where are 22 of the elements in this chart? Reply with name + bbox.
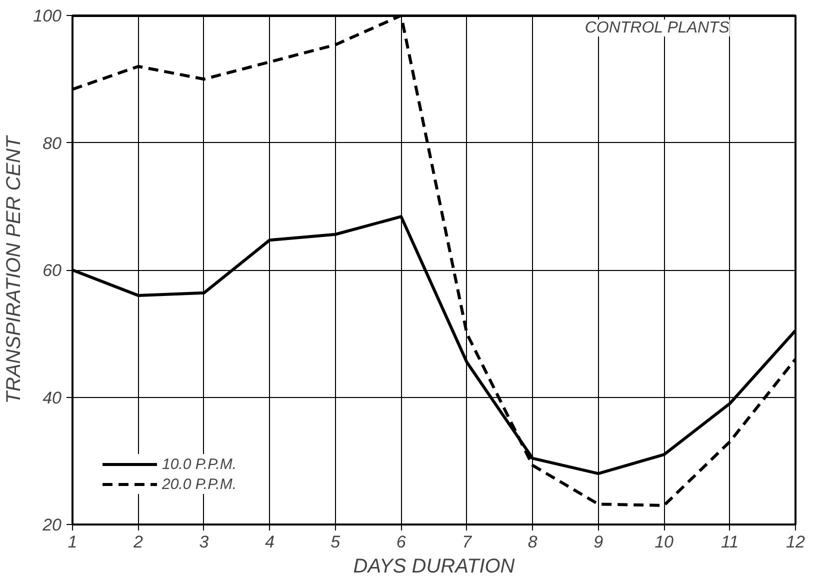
x-tick-label: 11: [720, 532, 739, 552]
x-tick-label: 6: [396, 532, 406, 552]
legend-label: 10.0 P.P.M.: [162, 456, 237, 472]
x-tick-label: 4: [264, 532, 274, 552]
y-tick-label: 40: [42, 388, 62, 408]
x-tick-label: 5: [330, 532, 341, 552]
x-tick-label: 7: [462, 532, 472, 552]
y-tick-label: 60: [42, 261, 62, 280]
x-tick-label: 1: [68, 532, 78, 552]
x-tick-label: 2: [132, 532, 144, 552]
y-axis-title: TRANSPIRATION PER CENT: [3, 134, 26, 404]
x-tick-label: 3: [199, 532, 210, 552]
x-tick-label: 12: [786, 532, 806, 552]
y-tick-label: 20: [42, 516, 62, 534]
y-tick-label: 80: [42, 134, 62, 153]
x-tick-label: 8: [528, 532, 538, 552]
annotation: CONTROL PLANTS: [584, 20, 730, 36]
y-tick-label: 100: [33, 6, 62, 26]
x-tick-label: 10: [654, 532, 674, 552]
x-axis-title: DAYS DURATION: [353, 556, 516, 578]
x-tick-label: 9: [594, 532, 604, 552]
legend-label: 20.0 P.P.M.: [162, 476, 237, 492]
